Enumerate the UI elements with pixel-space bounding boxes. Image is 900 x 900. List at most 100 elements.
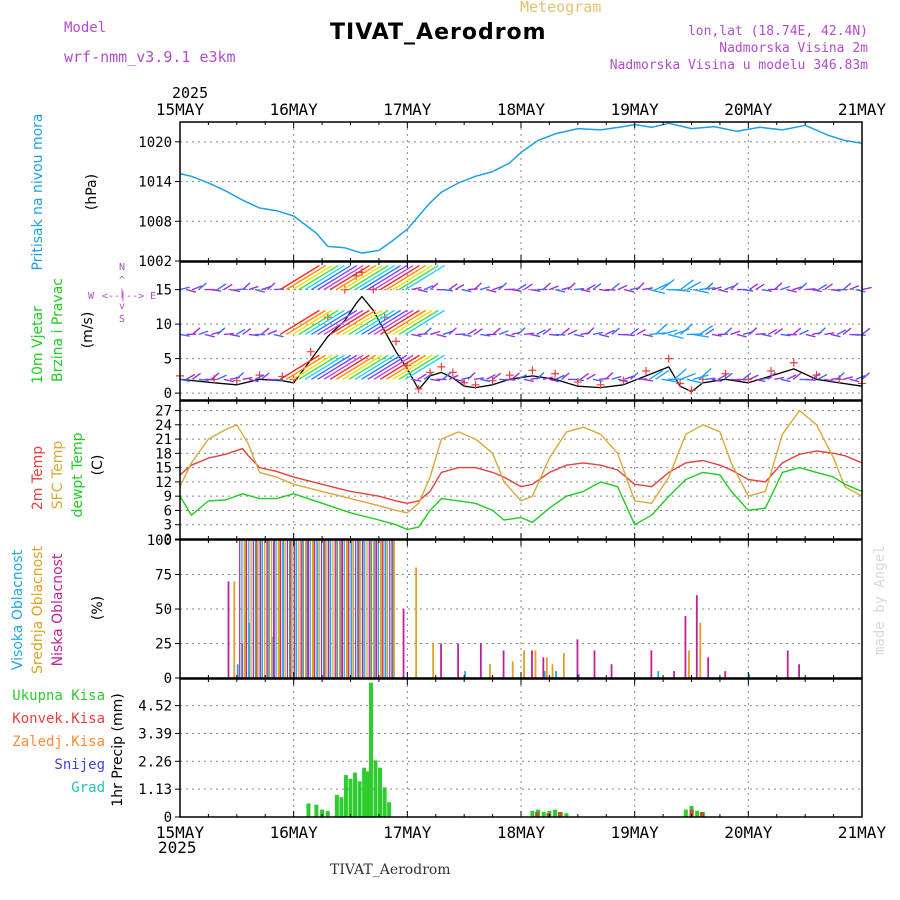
cloud-bar: [389, 540, 391, 678]
wind-arrow: [273, 378, 284, 381]
wind-arrow: [648, 370, 664, 380]
cloud-bar: [336, 540, 339, 678]
wind-arrow: [780, 378, 791, 383]
wind-arrow: [498, 282, 508, 291]
wind-arrow: [211, 288, 222, 292]
cloud-bar: [688, 650, 690, 678]
wind-arrow: [229, 333, 240, 338]
wind-arrow: [436, 333, 447, 338]
wind-arrow: [698, 367, 712, 380]
wind-arrow: [455, 378, 466, 383]
wind-arrow: [292, 309, 333, 336]
wind-arrow: [705, 282, 714, 291]
cloud-bar: [256, 540, 258, 678]
wind-arrow: [624, 333, 635, 337]
wind-arrow: [480, 378, 491, 383]
wind-arrow: [286, 309, 326, 336]
wind-arrow: [555, 288, 566, 293]
footer-station: TIVAT_Aerodrom: [330, 862, 451, 878]
precip-bar: [343, 775, 348, 817]
cloud-bar: [298, 540, 300, 678]
wind-arrow: [342, 354, 383, 380]
wind-arrow: [836, 372, 845, 380]
wind-arrow: [473, 328, 483, 336]
cloud-bar: [264, 540, 266, 678]
cloud-bar: [345, 540, 348, 678]
wind-arrow: [748, 283, 759, 291]
y-tick-label: 9: [164, 489, 172, 505]
cloud-bar: [241, 540, 243, 678]
wind-arrow: [267, 329, 278, 336]
wind-arrow: [861, 286, 872, 291]
cloud-bar: [341, 540, 343, 678]
wind-arrow: [792, 372, 802, 380]
wind-gust-point: [306, 347, 315, 356]
wind-arrow: [548, 378, 560, 383]
compass-vertical: ^: [119, 275, 125, 286]
cloud-bar: [384, 540, 386, 678]
wind-arrow: [849, 285, 859, 291]
wind-arrow: [505, 378, 516, 381]
wind-arrow: [317, 264, 358, 291]
year-bottom: 2025: [158, 838, 197, 857]
wind-gust-point: [767, 367, 776, 376]
cloud-bar: [610, 664, 613, 678]
wind-arrow: [655, 369, 670, 380]
cloud-bar: [259, 540, 261, 678]
cloud-bar: [542, 657, 545, 678]
wind-arrow: [323, 309, 364, 336]
y-tick-label: 15: [155, 461, 172, 477]
wind-arrow: [411, 286, 422, 291]
cloud-bar: [239, 540, 241, 678]
wind-gust-point: [460, 378, 469, 387]
wind-arrow: [574, 287, 585, 291]
precip-legend-item: Snijeg: [54, 757, 105, 773]
wind-arrow: [304, 264, 345, 291]
precip-bar: [362, 767, 367, 817]
wind-arrow: [248, 378, 259, 383]
wind-arrow: [730, 282, 739, 291]
cloud-bar: [316, 540, 318, 678]
wind-arrow: [661, 278, 675, 291]
precip-bar: [368, 682, 373, 817]
cloud-bar: [339, 540, 341, 678]
wind-arrow: [843, 376, 854, 380]
x-label-bottom: 21MAY: [838, 823, 887, 842]
cloud-bar: [382, 540, 384, 678]
wind-arrow: [404, 354, 445, 380]
precip-ylabel: 1hr Precip (mm): [110, 693, 126, 806]
wind-arrow: [480, 333, 491, 337]
wind-arrow: [329, 264, 370, 291]
wind-arrow: [342, 309, 383, 336]
wind-arrow: [567, 329, 578, 336]
wind-arrow: [786, 288, 797, 293]
pressure-unit: (hPa): [84, 174, 100, 210]
wind-arrow: [311, 309, 351, 336]
precip-bar: [387, 802, 392, 817]
compass-vertical: |: [119, 288, 125, 299]
wind-arrow: [586, 327, 595, 335]
wind-arrow: [774, 376, 785, 380]
wind-arrow: [317, 309, 358, 336]
panel-frame-temperature: [179, 400, 863, 540]
cloud-bar: [381, 540, 383, 678]
precip-bar: [695, 810, 700, 817]
wind-arrow: [805, 378, 816, 382]
wind-arrow: [561, 327, 570, 335]
wind-arrow: [855, 333, 866, 337]
panel-frame-pressure: [179, 121, 863, 262]
page-title: TIVAT_Aerodrom: [330, 20, 547, 45]
wind-arrow: [511, 288, 522, 293]
y-tick-label: 3: [164, 518, 172, 534]
wind-arrow: [655, 323, 668, 335]
wind-arrow: [724, 285, 734, 291]
cloud-bar: [347, 540, 349, 678]
wind-arrow: [686, 281, 702, 291]
wind-arrow: [755, 283, 765, 291]
cloud-bar: [370, 540, 373, 678]
wind-arrow: [555, 333, 566, 336]
cloud-bar: [748, 673, 751, 678]
wind-arrow: [242, 282, 251, 291]
cloud-bar: [368, 540, 370, 678]
